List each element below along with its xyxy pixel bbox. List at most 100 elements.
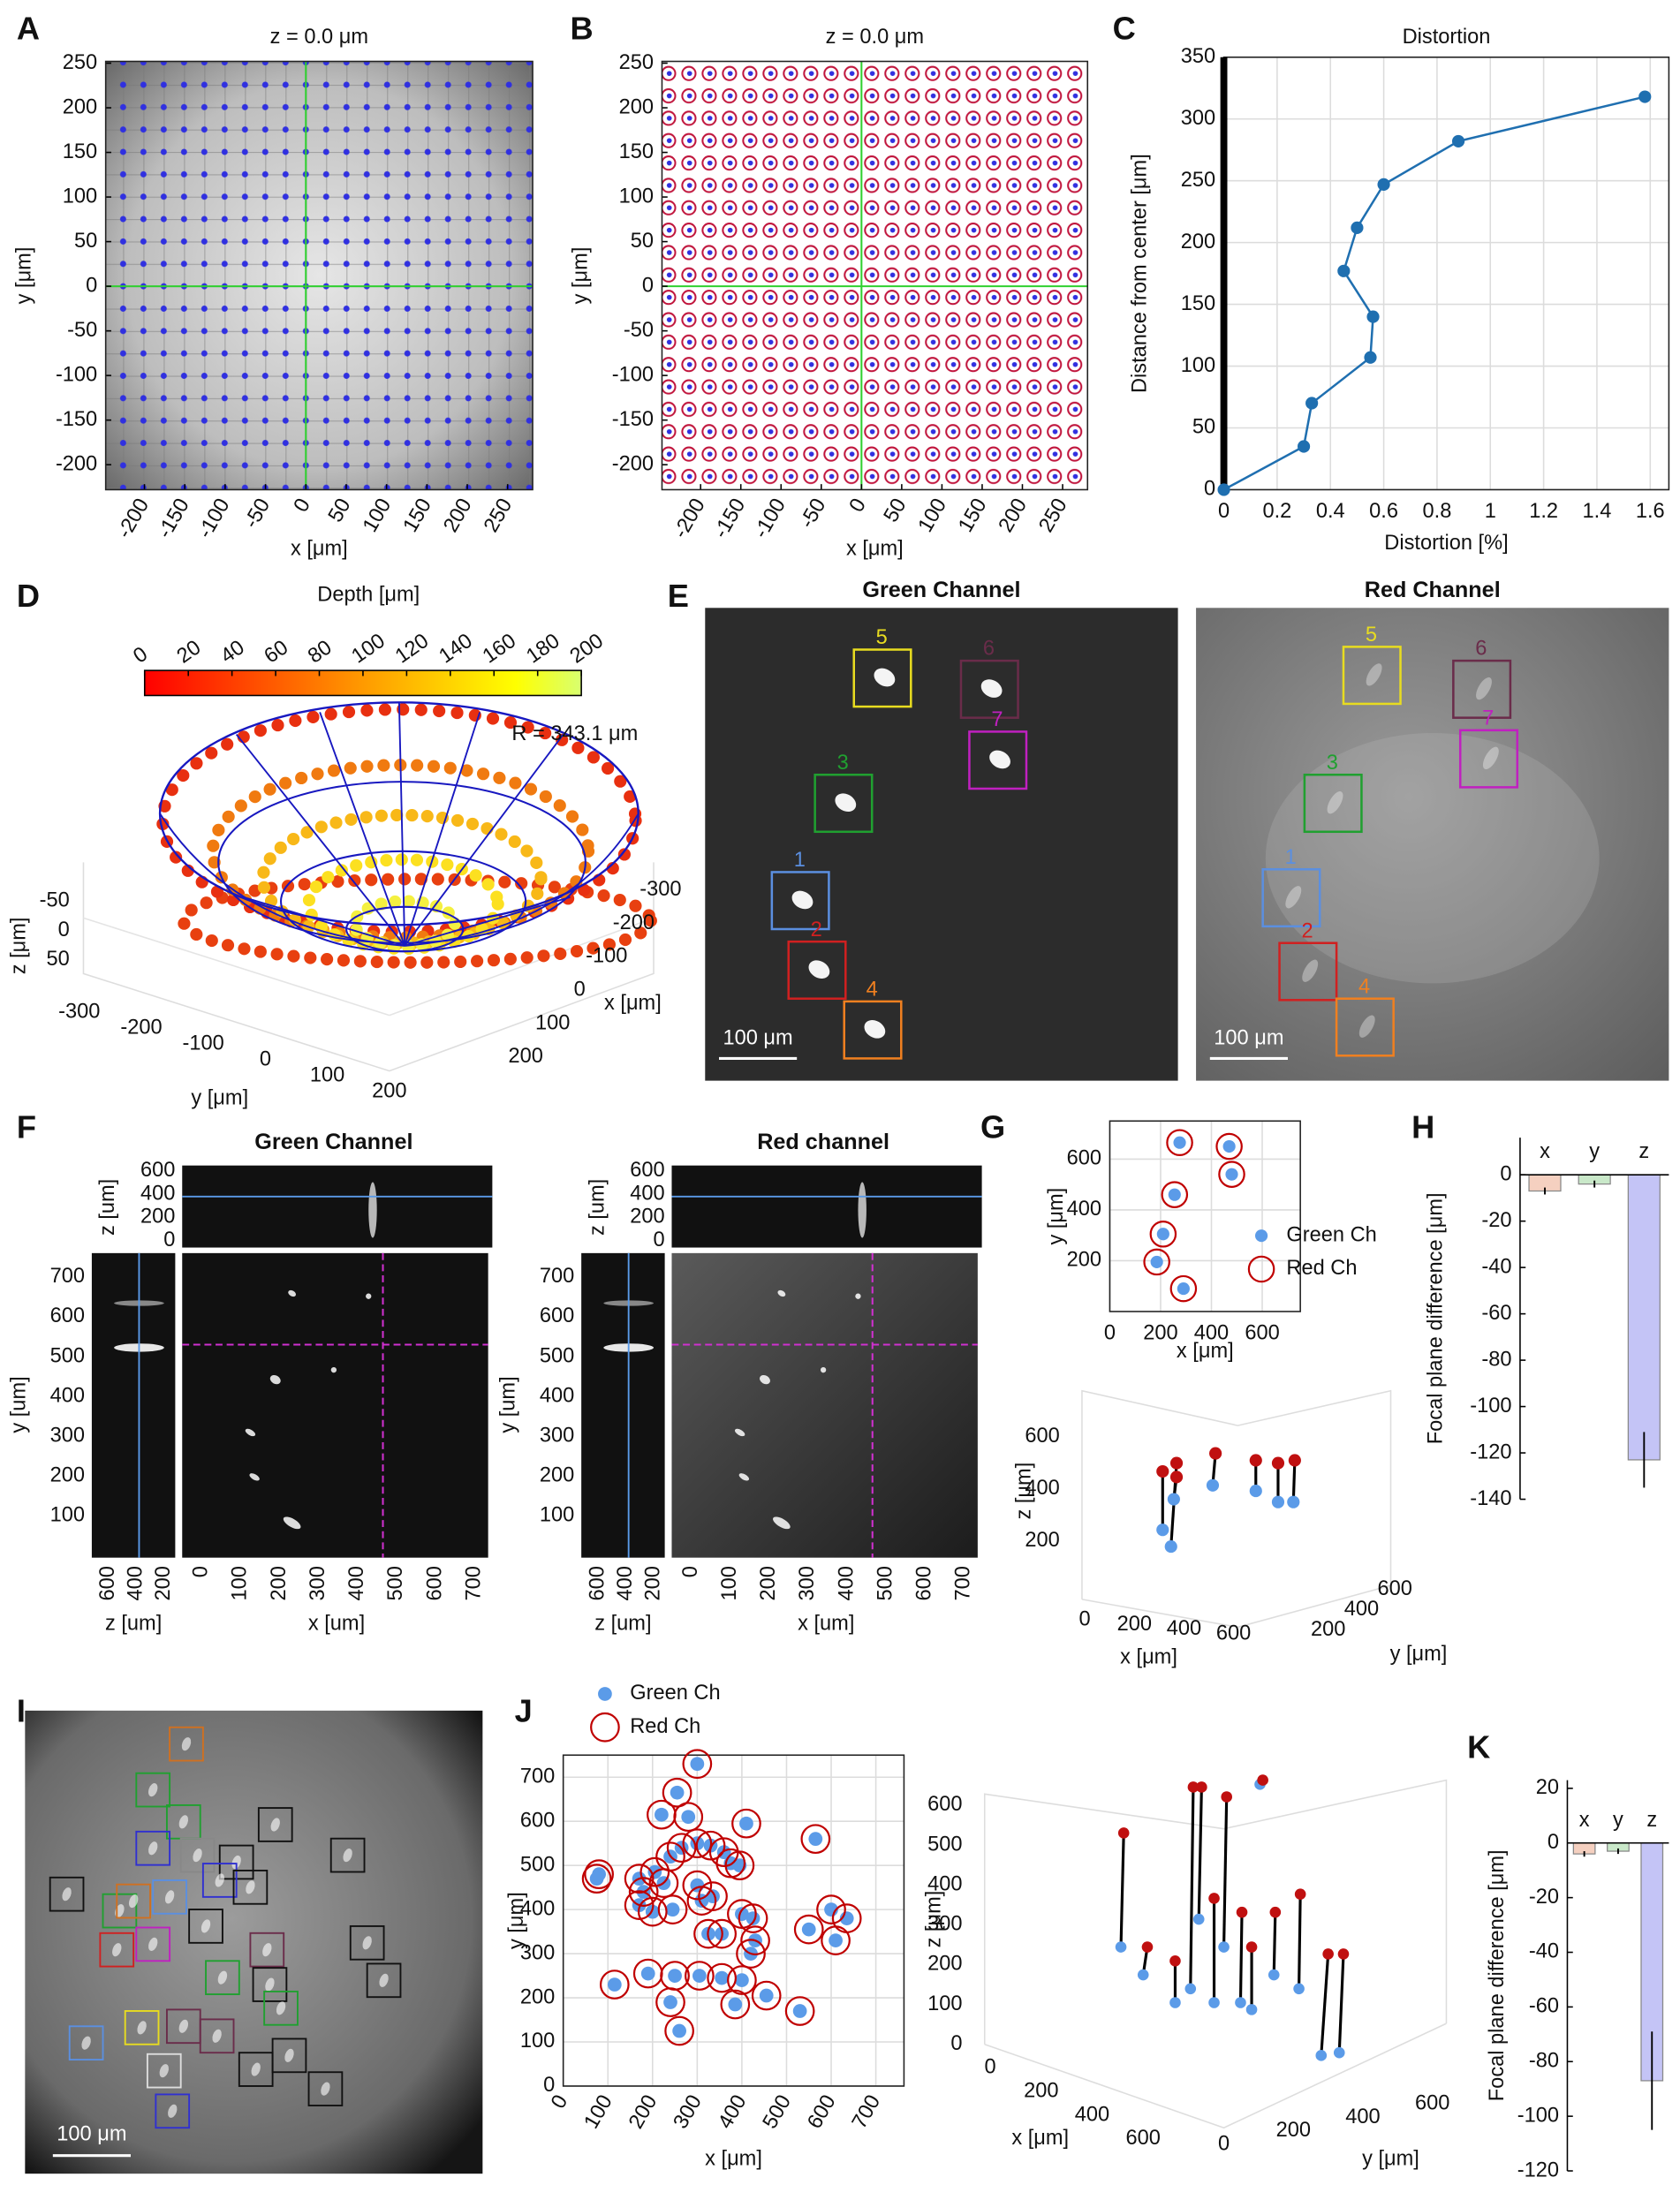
cell-blob	[249, 1473, 260, 1481]
cell-blob	[262, 1943, 272, 1957]
z-tick-label: 50	[46, 948, 69, 971]
roi-box	[329, 1837, 366, 1873]
y-tick-label: 200	[372, 1079, 406, 1102]
image-title: Green Channel	[254, 1130, 412, 1154]
cell-blob	[137, 2021, 147, 2035]
z-tick-label: 400	[125, 1566, 148, 1600]
cell-blob	[283, 1516, 301, 1530]
cell-blob	[808, 960, 830, 979]
z-axis-label: z [μm]	[922, 1891, 945, 1948]
data-point	[720, 1989, 751, 2020]
y-tick-label: -40	[1481, 1255, 1511, 1278]
y-axis-label: y [μm]	[1362, 2148, 1419, 2171]
cell-blob	[148, 1783, 158, 1797]
data-point	[1351, 221, 1364, 234]
y-tick-label: 200	[1181, 231, 1215, 253]
roi-label: 6	[1475, 638, 1487, 661]
x-tick-label: 0	[1104, 1321, 1116, 1344]
x-tick-label: 0	[574, 979, 586, 1002]
x-tick-label: 200	[995, 495, 1032, 536]
cell-blob	[212, 2029, 222, 2043]
x-tick-label: 200	[624, 2091, 662, 2133]
data-point	[1364, 351, 1377, 364]
y-tick-label: 50	[74, 230, 97, 253]
data-point	[1297, 440, 1311, 453]
data-point	[673, 1802, 704, 1833]
z-tick-label: 200	[140, 1206, 175, 1229]
cell-blob	[265, 1977, 275, 1992]
roi-box	[249, 1932, 285, 1968]
panel-letter: D	[17, 578, 40, 614]
x-tick-label: 0.6	[1369, 500, 1398, 523]
y-axis-label: y [μm]	[191, 1086, 248, 1109]
data-point	[682, 1828, 713, 1859]
y-tick-label: 0	[1500, 1162, 1511, 1185]
y-axis-label: y [μm]	[13, 247, 36, 305]
z-tick-label: 600	[630, 1159, 664, 1182]
y-tick-label: 200	[520, 1985, 555, 2008]
roi-box	[199, 2018, 235, 2054]
y-tick-label: 100	[1181, 354, 1215, 377]
panel-letter: E	[668, 578, 689, 614]
x-tick-label: 150	[399, 495, 436, 536]
data-point	[735, 1973, 749, 1987]
z-tick-label: 600	[1025, 1425, 1059, 1448]
colorbar-tick-label: 160	[479, 630, 520, 669]
roi-label: 5	[1366, 624, 1377, 646]
x-tick-label: 400	[1075, 2103, 1109, 2126]
x-tick-label: 150	[954, 495, 991, 536]
data-point	[1173, 1136, 1186, 1149]
roi-box	[116, 1883, 151, 1919]
panel-letter: F	[17, 1108, 36, 1145]
data-point	[707, 1918, 737, 1949]
data-point	[1149, 1220, 1177, 1248]
y-tick-label: 400	[540, 1384, 574, 1407]
x-tick-label: 50	[324, 495, 356, 526]
data-point	[607, 1977, 622, 1992]
data-point	[672, 2023, 686, 2038]
y-tick-label: 100	[50, 1504, 85, 1527]
cell-blob	[362, 1936, 372, 1950]
cell-blob	[366, 1293, 372, 1299]
x-axis-label: x [μm]	[846, 537, 904, 560]
x-tick-label: 1.6	[1636, 500, 1665, 523]
y-tick-label: 50	[631, 230, 654, 253]
y-tick-label: -140	[1470, 1487, 1511, 1510]
x-tick-label: 500	[384, 1566, 407, 1600]
x-tick-label: 300	[670, 2091, 707, 2133]
y-tick-label: 400	[1344, 1598, 1379, 1621]
x-tick-label: 100	[359, 495, 396, 536]
z-tick-label: 200	[1025, 1529, 1059, 1552]
roi-box	[271, 2038, 307, 2074]
data-point	[1225, 1168, 1238, 1181]
y-tick-label: 100	[619, 185, 654, 208]
cell-blob	[181, 1737, 192, 1751]
data-point	[685, 1961, 715, 1991]
data-point	[740, 1925, 770, 1955]
y-tick-label: -100	[1470, 1395, 1511, 1418]
cell-blob	[269, 1374, 281, 1385]
y-tick-label: 250	[619, 51, 654, 74]
y-tick-label: 600	[520, 1809, 555, 1832]
roi-box	[152, 1879, 187, 1915]
roi-box	[263, 1990, 299, 2026]
z-tick-label: 600	[927, 1793, 962, 1816]
roi-box	[169, 1726, 204, 1762]
legend-marker	[590, 1712, 620, 1743]
data-point	[695, 1830, 726, 1861]
colorbar-tick-label: 0	[129, 643, 152, 669]
roi-box	[201, 1863, 238, 1898]
roi-box	[307, 2071, 344, 2106]
data-point	[698, 1881, 728, 1911]
cell-blob	[128, 1894, 139, 1909]
x-tick-label: 0.2	[1262, 500, 1291, 523]
x-tick-label: 0	[845, 495, 871, 516]
axes-frame	[562, 1754, 905, 2087]
cell-blob	[777, 1289, 786, 1297]
x-tick-label: 0	[190, 1566, 213, 1577]
cell-blob	[989, 750, 1010, 769]
y-tick-label: 400	[520, 1897, 555, 1920]
y-tick-label: 100	[520, 2030, 555, 2053]
x-tick-label: 200	[1024, 2080, 1058, 2103]
x-tick-label: -200	[670, 495, 710, 542]
